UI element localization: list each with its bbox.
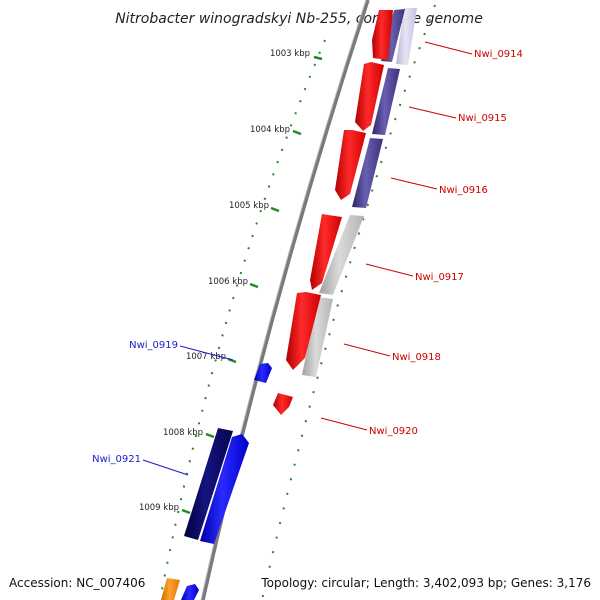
footer-backdrop-right bbox=[257, 574, 594, 590]
scale-label: 1005 kbp bbox=[229, 201, 269, 211]
cog-block-grey bbox=[302, 297, 333, 377]
genome-backbone bbox=[201, 0, 370, 600]
gene-label-nwi-0916[interactable]: Nwi_0916 bbox=[439, 185, 488, 196]
scale-label: 1003 kbp bbox=[270, 49, 310, 59]
accession-text: Accession: NC_007406 bbox=[9, 576, 145, 590]
gene-labels: Nwi_0914 Nwi_0915 Nwi_0916 Nwi_0917 Nwi_… bbox=[92, 41, 523, 476]
scale-tick bbox=[292, 129, 302, 136]
footer-backdrop-left bbox=[6, 574, 152, 590]
forward-cds-track bbox=[273, 10, 393, 415]
cog-block-purple bbox=[352, 138, 383, 208]
gene-nwi-0921[interactable] bbox=[200, 434, 249, 544]
leader-line bbox=[343, 343, 391, 357]
gene-label-nwi-0917[interactable]: Nwi_0917 bbox=[415, 272, 464, 283]
gene-nwi-0918[interactable] bbox=[286, 292, 321, 370]
cog-block-lavender bbox=[396, 8, 417, 65]
gene-nwi-0915[interactable] bbox=[355, 62, 384, 131]
gene-nwi-0917[interactable] bbox=[310, 214, 342, 290]
map-title: Nitrobacter winogradskyi Nb-255, complet… bbox=[115, 11, 483, 27]
scale-label: 1006 kbp bbox=[208, 277, 248, 287]
gene-orange-block[interactable] bbox=[161, 578, 180, 600]
gene-label-nwi-0918[interactable]: Nwi_0918 bbox=[392, 352, 441, 363]
scale-tick bbox=[313, 55, 323, 61]
gene-label-nwi-0921[interactable]: Nwi_0921 bbox=[92, 454, 141, 465]
gene-nwi-0919[interactable] bbox=[254, 363, 272, 383]
cog-block-purple bbox=[372, 68, 400, 135]
scale-label: 1009 kbp bbox=[139, 503, 179, 513]
cog-block-grey bbox=[319, 215, 364, 295]
scale-tick bbox=[205, 432, 215, 439]
leader-line bbox=[390, 177, 438, 190]
gene-label-nwi-0915[interactable]: Nwi_0915 bbox=[458, 113, 507, 124]
scale-label: 1008 kbp bbox=[163, 428, 203, 438]
gene-nwi-0914[interactable] bbox=[372, 10, 393, 60]
gene-nwi-0916[interactable] bbox=[335, 130, 366, 200]
leader-line bbox=[142, 459, 189, 476]
scale-tick bbox=[249, 282, 259, 289]
leader-line bbox=[179, 345, 234, 361]
gene-navy-block[interactable] bbox=[184, 428, 233, 540]
scale-label: 1004 kbp bbox=[250, 125, 290, 135]
leader-line bbox=[408, 106, 457, 119]
gene-label-nwi-0919[interactable]: Nwi_0919 bbox=[129, 340, 178, 351]
outer-dotted-track bbox=[261, 4, 436, 600]
leader-line bbox=[365, 263, 414, 277]
cog-track bbox=[302, 8, 417, 377]
scale-tick bbox=[181, 508, 191, 515]
topology-text: Topology: circular; Length: 3,402,093 bp… bbox=[260, 576, 591, 590]
leader-line bbox=[320, 417, 368, 431]
reverse-cds-track bbox=[161, 363, 272, 600]
scale-label: 1007 kbp bbox=[186, 352, 226, 362]
scale-labels: 1003 kbp 1004 kbp 1005 kbp 1006 kbp 1007… bbox=[139, 49, 310, 513]
gene-label-nwi-0914[interactable]: Nwi_0914 bbox=[474, 49, 523, 60]
leader-line bbox=[424, 41, 473, 55]
gene-blue-bottom[interactable] bbox=[181, 584, 199, 600]
scale-tick bbox=[270, 206, 280, 213]
gene-nwi-0920[interactable] bbox=[273, 393, 293, 415]
gene-label-nwi-0920[interactable]: Nwi_0920 bbox=[369, 426, 418, 437]
